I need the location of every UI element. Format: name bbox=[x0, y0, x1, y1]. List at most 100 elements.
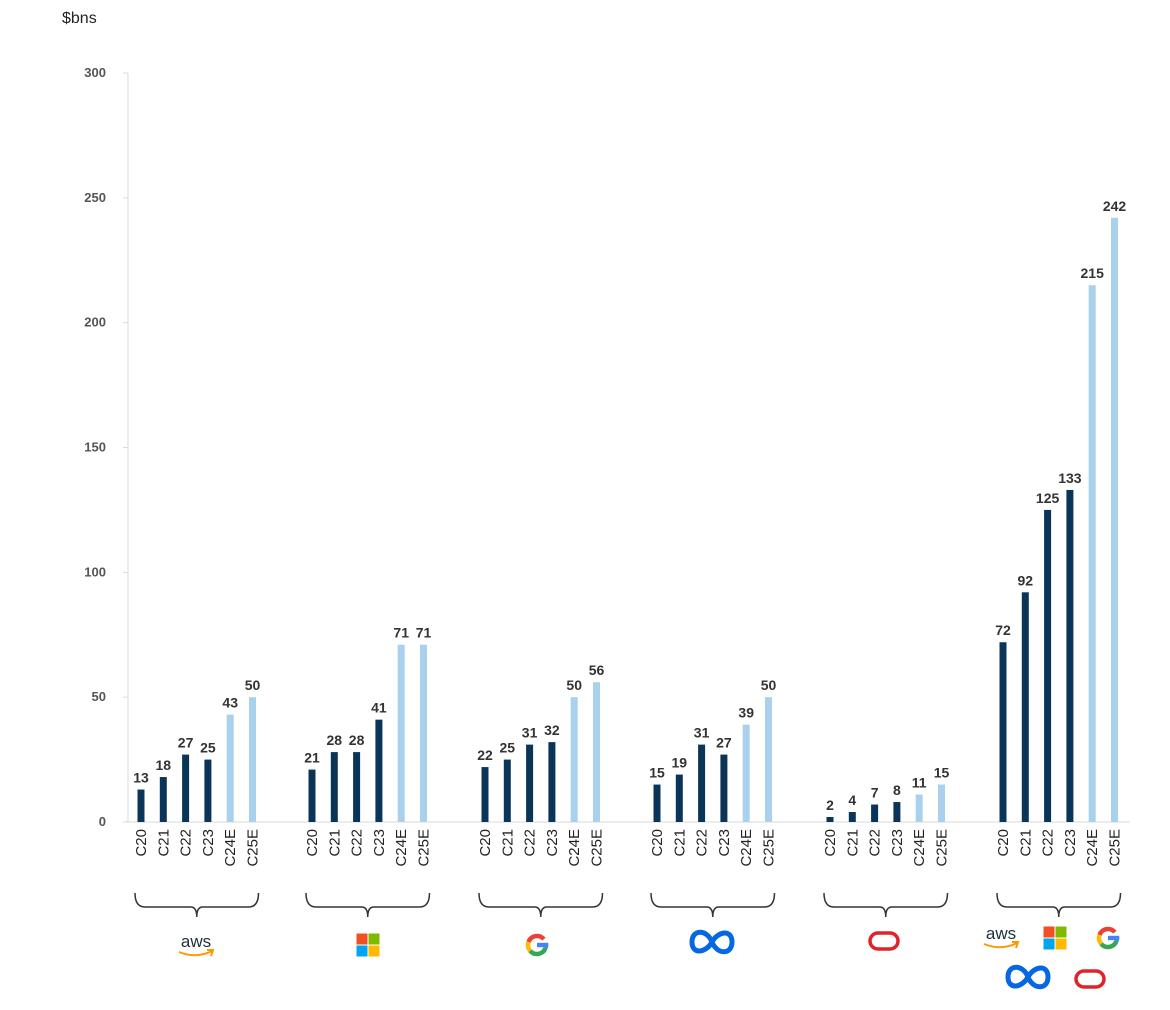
y-tick-label: 250 bbox=[84, 190, 106, 205]
meta-logo bbox=[1005, 964, 1051, 990]
bar bbox=[593, 682, 600, 822]
data-label: 15 bbox=[649, 765, 665, 781]
data-label: 25 bbox=[500, 740, 516, 756]
data-label: 21 bbox=[304, 750, 320, 766]
data-label: 43 bbox=[222, 695, 238, 711]
bar-group-6: 72 C20 92 C21 125 C22 133 C23 215 C24E 242 C25E bbox=[995, 198, 1127, 918]
bar bbox=[308, 769, 316, 822]
data-label: 28 bbox=[327, 732, 343, 748]
meta-infinity-icon bbox=[689, 929, 735, 955]
bar bbox=[226, 714, 234, 822]
data-label: 242 bbox=[1103, 198, 1127, 214]
data-label: 125 bbox=[1036, 490, 1060, 506]
x-tick-label: C25E bbox=[245, 829, 262, 867]
bar bbox=[570, 697, 578, 822]
bar bbox=[353, 752, 361, 822]
bar bbox=[826, 817, 834, 822]
ms-green-square bbox=[1055, 926, 1067, 938]
x-tick-label: C25E bbox=[934, 829, 951, 867]
bar bbox=[330, 752, 338, 822]
x-tick-label: C25E bbox=[761, 829, 778, 867]
data-label: 18 bbox=[156, 757, 172, 773]
bar bbox=[137, 789, 145, 822]
bar bbox=[742, 724, 750, 822]
x-tick-label: C20 bbox=[822, 829, 839, 857]
ms-yellow-square bbox=[368, 945, 380, 957]
google-red-arc bbox=[526, 933, 546, 943]
bar bbox=[848, 812, 856, 822]
data-label: 4 bbox=[848, 792, 856, 808]
bar bbox=[204, 759, 212, 822]
bar bbox=[871, 804, 879, 822]
y-tick-label: 150 bbox=[84, 440, 106, 455]
x-tick-label: C20 bbox=[649, 829, 666, 857]
y-tick-label: 200 bbox=[84, 315, 106, 330]
bar bbox=[1044, 509, 1052, 822]
data-label: 50 bbox=[245, 677, 261, 693]
x-tick-label: C23 bbox=[200, 829, 217, 857]
bar-group-4: 15 C20 19 C21 31 C22 27 C23 39 C24E 50 C25E bbox=[649, 677, 778, 918]
microsoft-logo bbox=[1043, 926, 1067, 950]
bar bbox=[1088, 285, 1096, 822]
bar bbox=[765, 697, 772, 822]
x-tick-label: C25E bbox=[1107, 829, 1124, 867]
google-yellow-arc bbox=[1096, 934, 1104, 946]
google-green-arc bbox=[528, 947, 548, 957]
x-tick-label: C24E bbox=[222, 829, 239, 867]
data-label: 56 bbox=[589, 662, 605, 678]
y-tick-label: 0 bbox=[99, 814, 106, 829]
data-label: 215 bbox=[1081, 265, 1105, 281]
google-blue-bar bbox=[1108, 935, 1120, 941]
x-tick-label: C23 bbox=[889, 829, 906, 857]
oracle-logo bbox=[1074, 969, 1106, 989]
bar bbox=[1111, 217, 1118, 823]
x-tick-label: C24E bbox=[738, 829, 755, 867]
google-yellow-arc bbox=[525, 941, 532, 953]
aws-smile-icon bbox=[983, 942, 1018, 949]
bar bbox=[893, 802, 901, 822]
x-tick-label: C21 bbox=[326, 829, 343, 857]
bar bbox=[675, 774, 683, 822]
x-tick-label: C25E bbox=[589, 829, 606, 867]
group-brace bbox=[823, 892, 949, 918]
data-label: 19 bbox=[672, 755, 688, 771]
oracle-capsule-icon bbox=[1074, 969, 1106, 989]
data-label: 13 bbox=[133, 770, 149, 786]
x-tick-label: C21 bbox=[671, 829, 688, 857]
bar bbox=[915, 794, 923, 822]
bar bbox=[159, 777, 167, 822]
google-blue-bar bbox=[537, 942, 549, 948]
google-logo bbox=[525, 933, 549, 957]
group-brace bbox=[996, 892, 1122, 918]
bar bbox=[548, 742, 556, 822]
x-tick-label: C20 bbox=[995, 829, 1012, 857]
data-label: 8 bbox=[893, 782, 901, 798]
data-label: 2 bbox=[826, 797, 834, 813]
bar bbox=[375, 719, 383, 822]
x-tick-label: C22 bbox=[349, 829, 366, 857]
data-label: 133 bbox=[1058, 470, 1082, 486]
bar bbox=[420, 644, 427, 822]
bar bbox=[503, 759, 511, 822]
data-label: 11 bbox=[912, 775, 927, 791]
aws-logo: aws bbox=[178, 932, 215, 957]
x-tick-label: C24E bbox=[911, 829, 928, 867]
x-tick-label: C24E bbox=[1084, 829, 1101, 867]
x-tick-label: C23 bbox=[716, 829, 733, 857]
data-label: 32 bbox=[544, 722, 560, 738]
data-label: 41 bbox=[371, 700, 387, 716]
bar bbox=[397, 644, 405, 822]
meta-logo bbox=[689, 929, 735, 955]
aws-smile-icon bbox=[178, 950, 213, 957]
bar-group-1: 13 C20 18 C21 27 C22 25 C23 43 C24E 50 C25E bbox=[133, 677, 262, 918]
data-label: 92 bbox=[1018, 572, 1034, 588]
x-tick-label: C23 bbox=[544, 829, 561, 857]
bar bbox=[182, 754, 190, 822]
x-tick-label: C24E bbox=[566, 829, 583, 867]
x-tick-label: C22 bbox=[178, 829, 195, 857]
data-label: 27 bbox=[716, 735, 732, 751]
bar bbox=[1021, 592, 1029, 822]
data-label: 31 bbox=[694, 725, 710, 741]
group-brace bbox=[305, 892, 431, 918]
